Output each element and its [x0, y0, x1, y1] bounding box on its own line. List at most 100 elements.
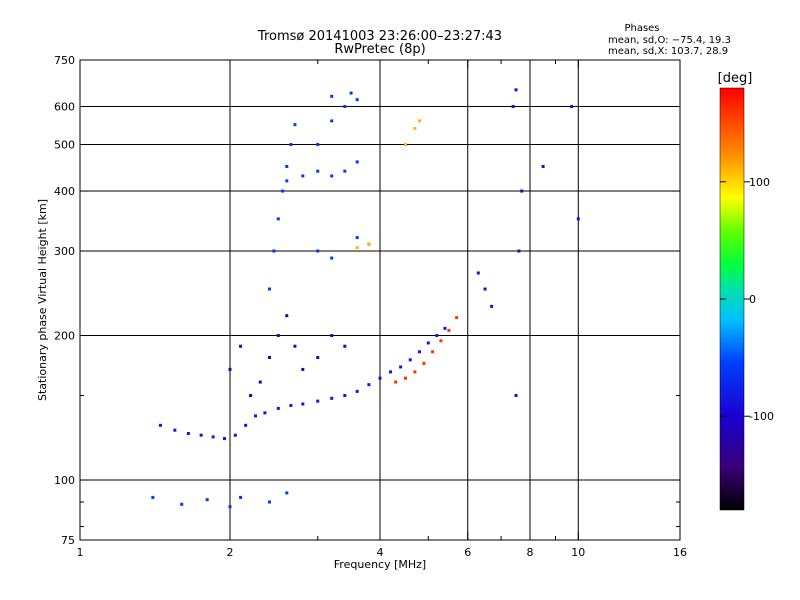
y-tick-label: 750: [54, 54, 75, 67]
y-tick-label: 400: [54, 185, 75, 198]
echo-point: [417, 350, 421, 354]
x-tick-label: 8: [527, 546, 534, 559]
echo-point: [330, 119, 334, 123]
echo-point: [417, 119, 421, 123]
echo-point: [249, 394, 253, 398]
y-tick-label: 600: [54, 101, 75, 114]
echo-point: [293, 123, 297, 127]
echo-point: [355, 389, 359, 393]
echo-point: [355, 98, 359, 102]
echo-point: [330, 94, 334, 98]
echo-point: [426, 341, 430, 345]
chart-title: Tromsø 20141003 23:26:00–23:27:43: [257, 29, 502, 44]
echo-point: [413, 370, 417, 374]
echo-point: [355, 160, 359, 164]
echo-point: [413, 126, 417, 130]
stats-heading: Phases: [624, 23, 659, 34]
echo-point: [316, 169, 320, 173]
x-tick-label: 1: [77, 546, 84, 559]
echo-point: [443, 326, 447, 330]
echo-point: [343, 394, 347, 398]
stats-line-o: mean, sd,O: −75.4, 19.3: [608, 35, 731, 46]
chart-subtitle: RwPretec (8p): [334, 42, 425, 57]
echo-point: [435, 334, 439, 338]
echo-point: [403, 376, 407, 380]
echo-point: [330, 334, 334, 338]
echo-point: [180, 502, 184, 506]
echo-point: [517, 249, 521, 253]
echo-point: [272, 249, 276, 253]
echo-point: [276, 334, 280, 338]
echo-point: [455, 316, 459, 320]
colorbar-label: [deg]: [718, 71, 753, 86]
echo-point: [514, 394, 518, 398]
echo-point: [223, 437, 227, 441]
echo-point: [276, 217, 280, 221]
echo-point: [285, 314, 289, 318]
echo-point: [285, 491, 289, 495]
y-tick-label: 100: [54, 474, 75, 487]
echo-point: [394, 380, 398, 384]
data-points: [151, 88, 580, 509]
echo-point: [520, 189, 524, 193]
echo-point: [301, 367, 305, 371]
echo-point: [293, 344, 297, 348]
echo-point: [258, 380, 262, 384]
echo-point: [431, 350, 435, 354]
echo-point: [403, 143, 407, 147]
echo-point: [263, 411, 267, 415]
echo-point: [199, 433, 203, 437]
echo-point: [330, 396, 334, 400]
echo-point: [228, 367, 232, 371]
echo-point: [267, 287, 271, 291]
y-tick-label: 500: [54, 139, 75, 152]
echo-point: [399, 365, 403, 369]
echo-point: [576, 217, 580, 221]
gridlines: [80, 60, 680, 540]
x-tick-label: 2: [227, 546, 234, 559]
y-tick-label: 300: [54, 245, 75, 258]
echo-point: [316, 249, 320, 253]
colorbar-tick-label: -100: [749, 410, 774, 423]
stats-line-x: mean, sd,X: 103.7, 28.9: [608, 46, 728, 57]
echo-point: [330, 256, 334, 260]
echo-point: [276, 406, 280, 410]
echo-point: [389, 370, 393, 374]
echo-point: [355, 236, 359, 240]
colorbar-ticks: 100 0 -100: [720, 176, 774, 423]
echo-point: [281, 189, 285, 193]
echo-point: [349, 91, 353, 95]
echo-point: [253, 414, 257, 418]
echo-point: [541, 164, 545, 168]
echo-point: [439, 339, 443, 343]
echo-point: [367, 242, 371, 246]
colorbar: [deg] 100 0 -100: [718, 71, 774, 511]
echo-point: [476, 271, 480, 275]
echo-point: [301, 174, 305, 178]
x-tick-label: 10: [571, 546, 585, 559]
echo-point: [285, 179, 289, 183]
echo-point: [511, 105, 515, 109]
echo-point: [289, 403, 293, 407]
y-tick-label: 200: [54, 330, 75, 343]
echo-point: [205, 498, 209, 502]
echo-point: [186, 432, 190, 436]
echo-point: [151, 495, 155, 499]
echo-point: [289, 143, 293, 147]
echo-point: [514, 88, 518, 92]
x-tick-label: 16: [673, 546, 687, 559]
x-axis-label: Frequency [MHz]: [334, 558, 426, 571]
echo-point: [316, 399, 320, 403]
echo-point: [211, 435, 215, 439]
y-tick-label: 75: [61, 534, 75, 547]
y-axis-label: Stationary phase Virtual Height [km]: [36, 199, 49, 401]
colorbar-tick-label: 100: [749, 176, 770, 189]
echo-point: [244, 423, 248, 427]
y-axis: 75 100 200 300 400 500 600 750: [54, 54, 680, 547]
echo-point: [408, 358, 412, 362]
echo-point: [483, 287, 487, 291]
echo-point: [285, 164, 289, 168]
echo-point: [316, 355, 320, 359]
echo-point: [158, 423, 162, 427]
